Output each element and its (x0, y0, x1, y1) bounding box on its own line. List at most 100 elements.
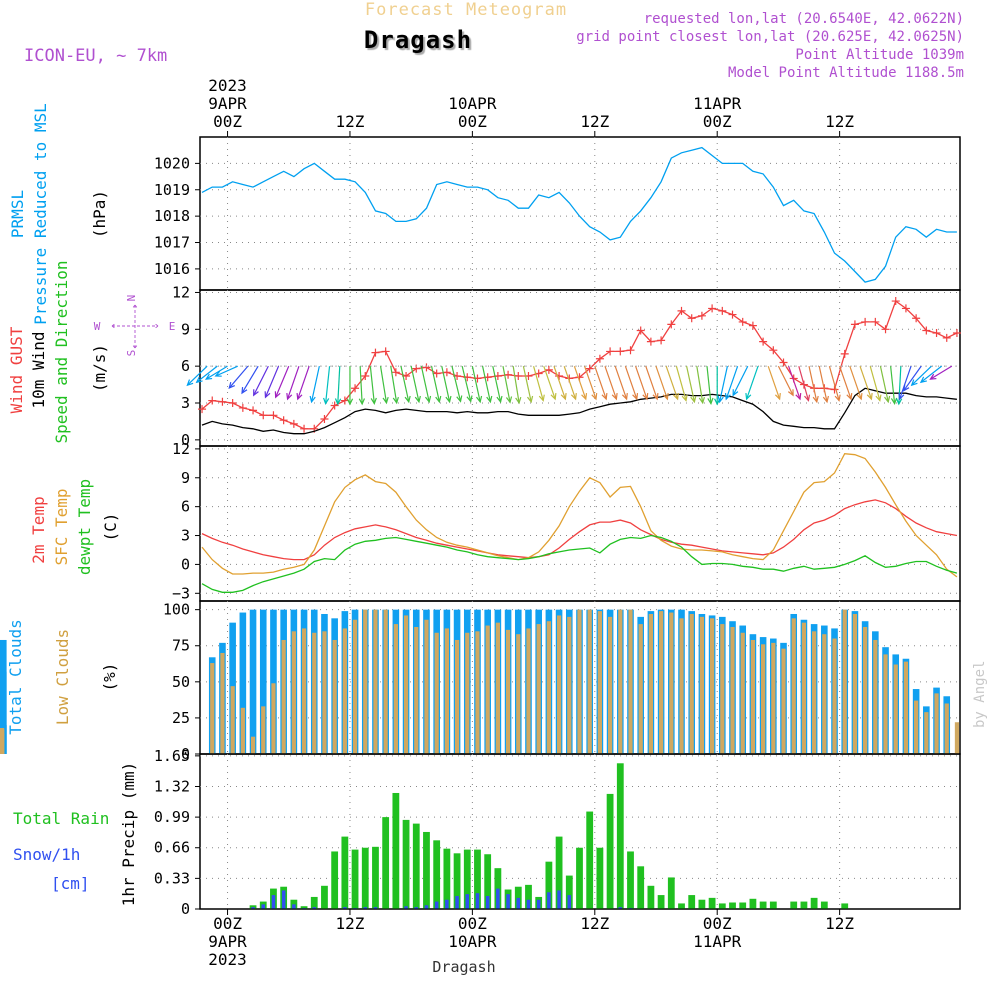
gust-marker (442, 368, 451, 377)
precip-bar (465, 894, 470, 909)
gust-marker (952, 328, 961, 337)
wind-barb (920, 365, 943, 383)
wind-barb (818, 366, 828, 402)
gust-marker (922, 326, 931, 335)
gust-marker (320, 414, 329, 423)
wind-arrow-head (601, 393, 608, 401)
precip-bar (657, 895, 665, 909)
bottom-time-label: 00Z (703, 914, 732, 933)
wind-barb (604, 365, 617, 400)
wind-arrow-head (424, 395, 432, 404)
clouds-bar (393, 624, 398, 754)
wind-barb (746, 365, 759, 400)
snow-label: Snow/1h (13, 845, 80, 864)
wind-arrow-head (186, 379, 194, 387)
clouds-bar (659, 611, 664, 754)
gust-marker (657, 336, 666, 345)
precip-bar (310, 896, 318, 909)
y-tick-label: 50 (172, 673, 190, 691)
wind-barb (481, 366, 491, 402)
wind-barb (665, 365, 679, 400)
precip-bar (688, 895, 696, 909)
clouds-bar (618, 609, 623, 754)
wind-barb (686, 366, 695, 402)
gust-marker (198, 405, 207, 414)
precip-bar (424, 905, 429, 909)
precip-bar (249, 905, 257, 909)
precip-bar (321, 885, 328, 909)
temp2m-label: 2m Temp (29, 496, 48, 563)
gust-marker (381, 347, 390, 356)
wind-arrow-head (834, 394, 841, 402)
wind-arrow-head (787, 389, 794, 397)
y-tick-label: 0 (181, 745, 190, 763)
clouds-bar (761, 644, 766, 754)
gust-marker (728, 310, 737, 319)
compass-w: W (94, 320, 101, 333)
clouds-bar (271, 683, 276, 754)
clouds-bar (740, 632, 745, 754)
wind-barb (451, 366, 462, 402)
clouds-bar (710, 618, 715, 754)
panel-frame (199, 289, 961, 447)
precip-bar (434, 901, 439, 909)
bottom-time-label: 10APR (448, 932, 497, 951)
clouds-bar (239, 612, 247, 754)
gust-marker (769, 346, 778, 355)
wind-barb (839, 365, 852, 400)
wind-arrow-head (570, 393, 577, 401)
wind-barb (553, 365, 566, 400)
precip-bar (810, 897, 818, 909)
pressure-panel: 1016 1017 1018 1019 1020 (154, 136, 961, 291)
precip-bar (271, 895, 276, 909)
wind-barb (275, 365, 290, 398)
wind-arrow-head (253, 389, 259, 397)
gust-marker (779, 358, 788, 367)
top-time-label: 00Z (703, 112, 732, 131)
gust-marker (544, 365, 553, 374)
gust-marker (677, 306, 686, 315)
wind-arrow-head (475, 395, 483, 404)
wind-barb (522, 366, 532, 402)
wind-barb (828, 365, 840, 401)
compass-rose-icon (111, 304, 159, 349)
pressure-label: Pressure Reduced to MSL (31, 103, 50, 325)
clouds-panel: 0 25 50 75 100 (0, 600, 961, 763)
wind-barb (573, 365, 587, 400)
compass-n: N (125, 295, 138, 302)
wind-arrow-head (456, 395, 463, 403)
grid-point-coords: grid point closest lon,lat (20.625E, 42.… (576, 29, 964, 45)
precip-bar (404, 906, 408, 909)
clouds-bar (403, 615, 409, 754)
wind-barb (798, 365, 810, 401)
wind-arrow-head (334, 398, 342, 406)
clouds-bar (954, 722, 960, 754)
top-time-label: 12Z (580, 112, 609, 131)
clouds-bar (883, 654, 888, 754)
clouds-bar (914, 700, 919, 754)
y-tick-label: 25 (172, 709, 190, 727)
precip-bar (433, 840, 441, 909)
wind-arrow-head (228, 381, 236, 390)
gust-marker (351, 384, 360, 393)
wind-arrow-head (895, 398, 903, 406)
gust-marker (942, 333, 951, 342)
wind-arrow-head (690, 395, 697, 404)
gust-marker (646, 337, 655, 346)
clouds-bar (934, 693, 939, 754)
y-tick-label: 100 (163, 601, 190, 619)
clouds-bar (373, 609, 378, 754)
wind-arrow-head (846, 393, 853, 401)
clouds-bar (261, 706, 266, 754)
clouds-bar (383, 609, 388, 754)
clouds-bar (0, 729, 5, 754)
wind-barb (420, 366, 430, 402)
wind-barb (241, 365, 259, 394)
wind-barb (379, 366, 388, 403)
precip-bar (423, 831, 430, 909)
wind-barb (512, 366, 520, 403)
wind-barb (215, 365, 238, 377)
gust-marker (289, 419, 298, 428)
top-time-label: 9APR (208, 94, 247, 113)
y-tick-label: 0.33 (154, 869, 190, 887)
